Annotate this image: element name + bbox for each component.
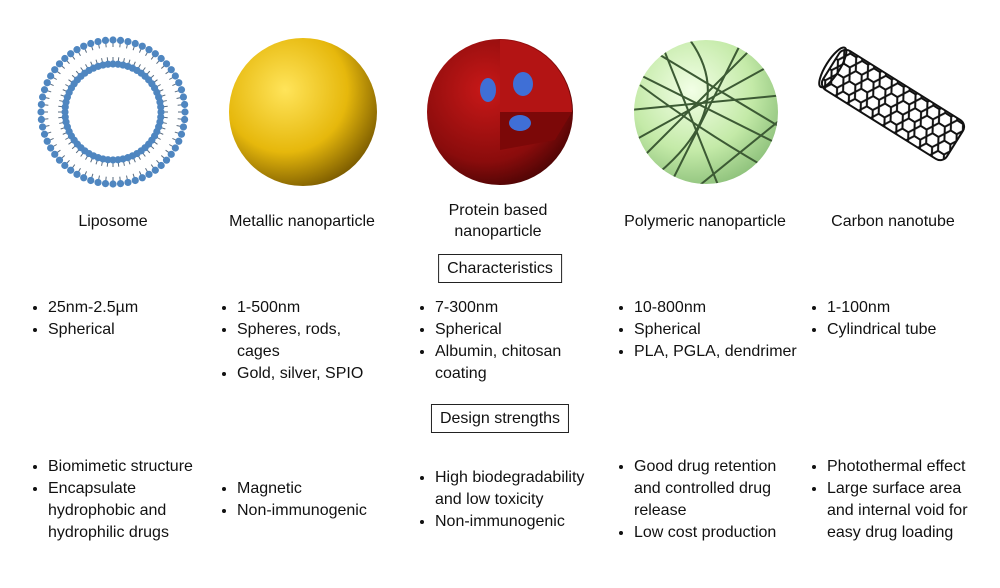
strengths-item: Encapsulate hydrophobic and hydrophilic … [48, 478, 198, 544]
characteristics-item: Cylindrical tube [827, 319, 992, 341]
strengths-item: Magnetic [237, 478, 387, 500]
characteristics-item: 7-300nm [435, 297, 600, 319]
characteristics-item: 1-500nm [237, 297, 387, 319]
carbon-nanotube-image [818, 46, 966, 162]
strengths-item: Photothermal effect [827, 456, 992, 478]
characteristics-list: 7-300nmSphericalAlbumin, chitosan coatin… [415, 297, 600, 385]
characteristics-item: 1-100nm [827, 297, 992, 319]
particle-name: Carbon nanotube [831, 212, 955, 230]
characteristics-item: 25nm-2.5µm [48, 297, 198, 319]
characteristics-list: 1-100nmCylindrical tube [807, 297, 992, 341]
section-label: Characteristics [438, 254, 562, 283]
protein-sphere-image [427, 39, 573, 185]
strengths-item: Biomimetic structure [48, 456, 198, 478]
characteristics-list: 10-800nmSphericalPLA, PGLA, dendrimer [614, 297, 804, 363]
particle-name: Metallic nanoparticle [229, 212, 375, 230]
strengths-list: Good drug retention and controlled drug … [614, 430, 804, 570]
metallic-sphere-image [229, 38, 377, 186]
illustrations [37, 36, 966, 188]
characteristics-item: Gold, silver, SPIO [237, 363, 387, 385]
characteristics-item: Spherical [435, 319, 600, 341]
strengths-list: Biomimetic structureEncapsulate hydropho… [28, 430, 198, 570]
particle-name: Liposome [78, 212, 148, 230]
strengths-item: Low cost production [634, 522, 804, 544]
characteristics-item: 10-800nm [634, 297, 804, 319]
strengths-list: MagneticNon-immunogenic [217, 430, 387, 570]
strengths-item: Non-immunogenic [435, 511, 600, 533]
liposome-image [37, 36, 189, 188]
strengths-item: Large surface area and internal void for… [827, 478, 992, 544]
strengths-list: Photothermal effectLarge surface area an… [807, 430, 992, 570]
characteristics-item: Albumin, chitosan coating [435, 341, 600, 385]
strengths-list: High biodegradability and low toxicityNo… [415, 430, 600, 570]
strengths-item: Good drug retention and controlled drug … [634, 456, 804, 522]
characteristics-item: Spherical [634, 319, 804, 341]
characteristics-list: 25nm-2.5µmSpherical [28, 297, 198, 341]
characteristics-item: Spherical [48, 319, 198, 341]
particle-name: Polymeric nanoparticle [624, 212, 786, 230]
characteristics-item: Spheres, rods, cages [237, 319, 387, 363]
section-label: Design strengths [430, 404, 570, 433]
polymeric-sphere-image [634, 40, 778, 184]
strengths-item: High biodegradability and low toxicity [435, 467, 600, 511]
particle-name: Protein based nanoparticle [448, 202, 548, 240]
characteristics-item: PLA, PGLA, dendrimer [634, 341, 804, 363]
strengths-item: Non-immunogenic [237, 500, 387, 522]
characteristics-list: 1-500nmSpheres, rods, cagesGold, silver,… [217, 297, 387, 385]
